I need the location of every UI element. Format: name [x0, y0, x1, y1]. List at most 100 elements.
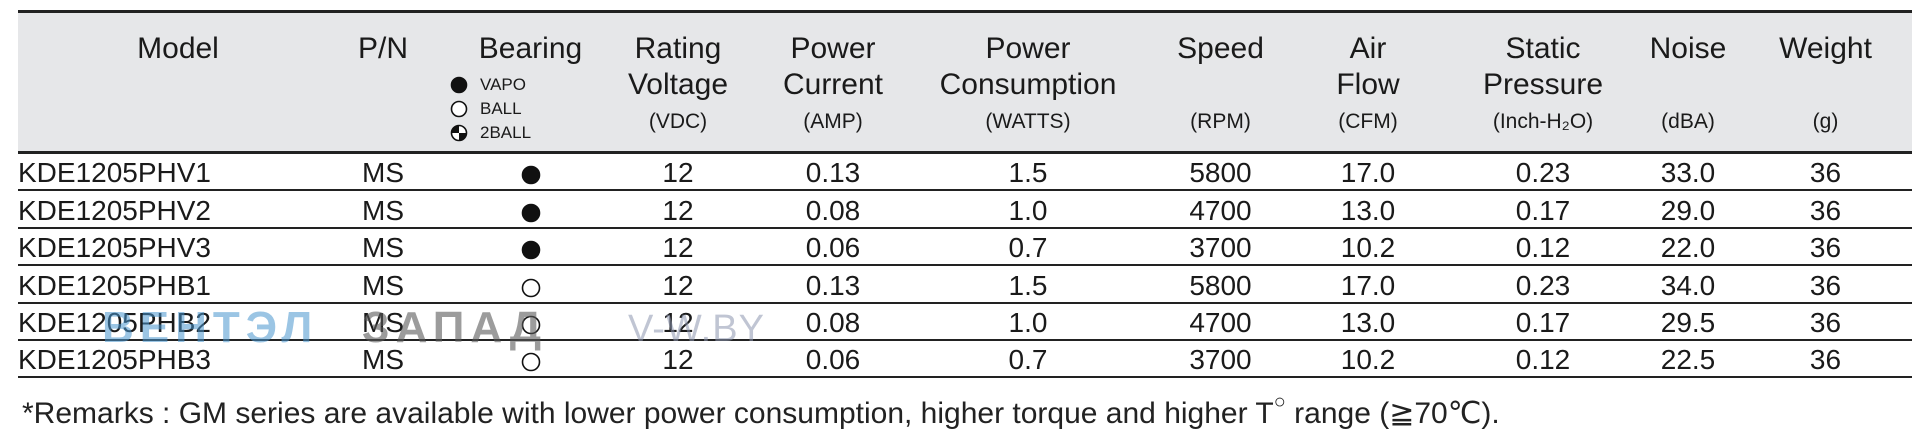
- cell-noise: 29.5: [1660, 307, 1716, 338]
- header-noise: Noise (dBA): [1623, 13, 1753, 151]
- cell-current: 0.13: [805, 157, 861, 188]
- cell-pn: MS: [362, 232, 404, 263]
- header-airflow-label-2: Flow: [1336, 68, 1400, 101]
- legend-label: BALL: [480, 99, 522, 118]
- cell-power: 0.7: [1008, 232, 1048, 263]
- header-pn-label: P/N: [357, 32, 408, 65]
- row-rule: [18, 189, 1912, 191]
- header-airflow: Air Flow (CFM): [1303, 13, 1433, 151]
- open-circle-icon: [521, 278, 540, 297]
- header-pn: P/N: [318, 13, 448, 151]
- cell-bearing: [438, 229, 623, 266]
- cell-bearing: [438, 341, 623, 378]
- legend-item: BALL: [438, 97, 623, 121]
- cell-power: 1.0: [1008, 307, 1048, 338]
- cell-weight: 36: [1809, 344, 1842, 375]
- cell-speed: 4700: [1189, 195, 1252, 226]
- header-power-label-2: Consumption: [939, 68, 1117, 101]
- cell-voltage: 12: [662, 307, 694, 338]
- cell-weight: 36: [1809, 195, 1842, 226]
- header-pressure-label-2: Pressure: [1482, 68, 1604, 101]
- cell-bearing: [438, 154, 623, 191]
- cell-bearing: [438, 267, 623, 304]
- filled-circle-icon: [450, 76, 468, 94]
- cell-bearing: [438, 192, 623, 229]
- watermark-part1: ВЕНТЭЛ: [102, 303, 319, 352]
- cell-speed: 3700: [1189, 232, 1252, 263]
- cell-speed: 5800: [1189, 270, 1252, 301]
- header-current-label: Power: [790, 32, 876, 65]
- cell-pressure: 0.17: [1515, 195, 1571, 226]
- header-current-unit: (AMP): [803, 110, 863, 133]
- row-rule: [18, 264, 1912, 266]
- row-rule: [18, 376, 1912, 378]
- header-noise-unit: (dBA): [1661, 110, 1715, 133]
- cell-model: KDE1205PHV2: [18, 195, 212, 226]
- table-header: [18, 13, 1912, 151]
- legend-label: 2BALL: [480, 123, 532, 142]
- cell-bearing: [438, 304, 623, 341]
- table-row: KDE1205PHB1 MS 12 0.13 1.5 5800 17.0 0.23 34.0 36: [18, 267, 1912, 304]
- header-weight-label: Weight: [1779, 32, 1872, 65]
- cell-pressure: 0.23: [1515, 270, 1571, 301]
- legend-item: 2BALL: [438, 121, 623, 145]
- degree-mark: ○: [1273, 391, 1286, 413]
- cell-current: 0.08: [805, 195, 861, 226]
- cell-voltage: 12: [662, 344, 694, 375]
- header-weight-unit: (g): [1812, 110, 1839, 133]
- cell-power: 1.5: [1008, 270, 1048, 301]
- cell-noise: 22.5: [1660, 344, 1716, 375]
- cell-speed: 4700: [1189, 307, 1252, 338]
- table-row: KDE1205PHV1 MS 12 0.13 1.5 5800 17.0 0.23 33.0 36: [18, 154, 1912, 191]
- cell-pressure: 0.23: [1515, 157, 1571, 188]
- open-circle-icon: [450, 100, 468, 118]
- table-row: KDE1205PHV2 MS 12 0.08 1.0 4700 13.0 0.17 29.0 36: [18, 192, 1912, 229]
- cell-airflow: 13.0: [1340, 195, 1396, 226]
- open-circle-icon: [521, 352, 540, 371]
- remarks-note: *Remarks : GM series are available with …: [22, 388, 1500, 432]
- header-voltage-label: Rating: [634, 32, 722, 65]
- cell-noise: 33.0: [1660, 157, 1716, 188]
- cell-airflow: 10.2: [1340, 344, 1396, 375]
- cell-model: KDE1205PHV1: [18, 157, 212, 188]
- cell-noise: 22.0: [1660, 232, 1716, 263]
- table-row: KDE1205PHV3 MS 12 0.06 0.7 3700 10.2 0.12 22.0 36: [18, 229, 1912, 266]
- cell-pn: MS: [362, 344, 404, 375]
- cell-weight: 36: [1809, 157, 1842, 188]
- cell-airflow: 10.2: [1340, 232, 1396, 263]
- header-airflow-unit: (CFM): [1338, 110, 1398, 133]
- row-rule: [18, 339, 1912, 341]
- cell-voltage: 12: [662, 232, 694, 263]
- open-circle-icon: [521, 315, 540, 334]
- cell-weight: 36: [1809, 270, 1842, 301]
- remarks-text-end: range (≧70℃).: [1285, 397, 1500, 430]
- legend-item: VAPO: [438, 73, 623, 97]
- table-row: KDE1205PHB2 MS 12 0.08 1.0 4700 13.0 0.17 29.5 36: [18, 304, 1912, 341]
- header-model-label: Model: [137, 32, 219, 65]
- bearing-legend: VAPO BALL 2BALL: [438, 73, 623, 145]
- header-weight: Weight (g): [1743, 13, 1908, 151]
- header-bearing-label: Bearing: [478, 32, 583, 65]
- cell-voltage: 12: [662, 195, 694, 226]
- cell-model: KDE1205PHV3: [18, 232, 212, 263]
- header-rule: [18, 151, 1912, 154]
- header-noise-label: Noise: [1649, 32, 1727, 65]
- cell-current: 0.08: [805, 307, 861, 338]
- watermark-part2: ЗАПАД: [362, 303, 548, 352]
- row-rule: [18, 227, 1912, 229]
- header-bearing: Bearing VAPO BALL 2BALL: [438, 13, 623, 151]
- header-voltage: Rating Voltage (VDC): [608, 13, 748, 151]
- filled-circle-icon: [521, 203, 540, 222]
- cell-noise: 29.0: [1660, 195, 1716, 226]
- header-power: Power Consumption (WATTS): [913, 13, 1143, 151]
- top-rule: [18, 10, 1912, 13]
- cell-pressure: 0.12: [1515, 232, 1571, 263]
- header-voltage-label-2: Voltage: [627, 68, 729, 101]
- header-speed-unit: (RPM): [1190, 110, 1251, 133]
- cell-noise: 34.0: [1660, 270, 1716, 301]
- header-speed-label: Speed: [1177, 32, 1264, 65]
- cell-weight: 36: [1809, 307, 1842, 338]
- legend-label: VAPO: [480, 75, 526, 94]
- cell-airflow: 13.0: [1340, 307, 1396, 338]
- header-pressure-label: Static: [1505, 32, 1581, 65]
